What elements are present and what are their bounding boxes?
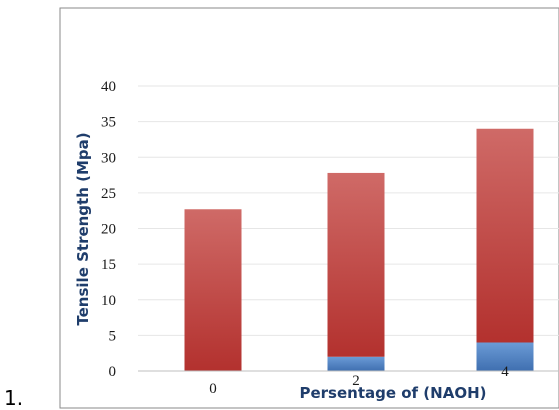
y-tick-label: 0: [109, 364, 117, 380]
bar-segment-2-series-2: [327, 172, 385, 357]
y-tick-label: 30: [101, 150, 116, 166]
y-axis-label: Tensile Strength (Mpa): [74, 132, 92, 325]
x-tick-labels: 0 2 4: [209, 364, 509, 397]
bar-segment-4-series-2: [476, 128, 534, 343]
x-tick-label: 4: [501, 364, 509, 380]
y-tick-label: 10: [101, 293, 116, 309]
x-axis-label: Persentage of (NAOH): [299, 384, 486, 402]
y-tick-label: 20: [101, 222, 116, 238]
x-tick-label: 2: [352, 373, 360, 389]
bar-segment-4-series-1: [476, 342, 534, 371]
bars: [184, 128, 534, 371]
y-tick-label: 40: [101, 79, 116, 95]
y-tick-label: 25: [101, 186, 116, 202]
y-tick-label: 5: [109, 328, 117, 344]
y-tick-label: 15: [101, 257, 116, 273]
list-marker: 1.: [4, 386, 24, 410]
bar-segment-2-series-1: [327, 356, 385, 371]
bar-segment-0-series-2: [184, 209, 242, 371]
x-tick-label: 0: [209, 381, 217, 397]
chart-frame: [59, 7, 559, 409]
y-tick-label: 35: [101, 115, 116, 131]
y-tick-labels: 0 5 10 15 20 25 30 35 40: [101, 79, 116, 380]
